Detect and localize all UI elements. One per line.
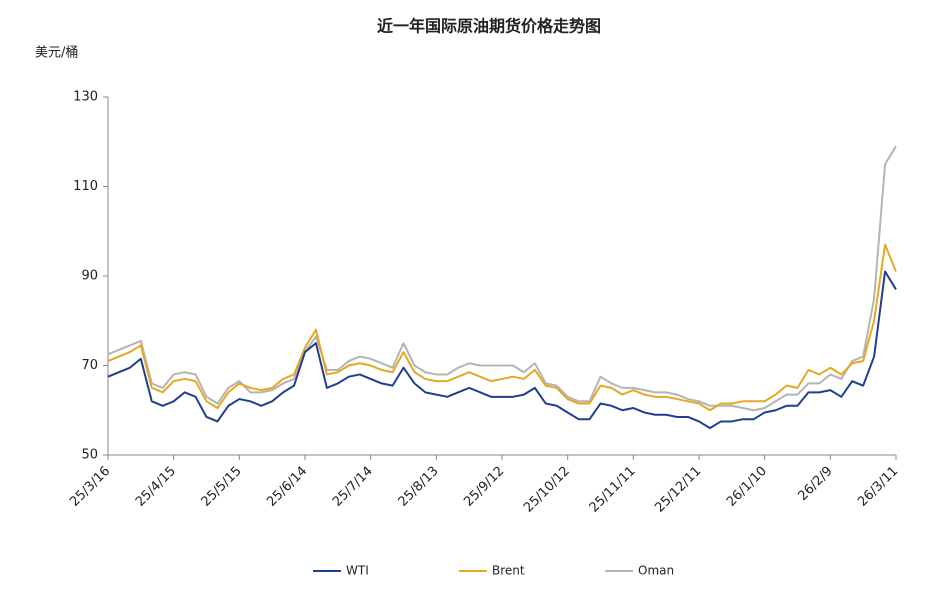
y-tick-label: 110 — [73, 179, 98, 194]
y-tick-label: 50 — [81, 448, 98, 463]
series-line — [107, 145, 897, 412]
series-line — [107, 243, 897, 412]
y-tick-label: 130 — [73, 90, 98, 105]
x-tick-label: 25/6/14 — [264, 464, 310, 510]
x-tick-label: 26/3/11 — [855, 464, 901, 510]
x-tick-label: 26/2/9 — [795, 464, 835, 504]
x-tick-label: 25/11/11 — [587, 464, 639, 516]
x-tick-label: 25/5/15 — [199, 464, 245, 510]
x-tick-label: 25/10/12 — [521, 464, 573, 516]
x-tick-label: 25/3/16 — [67, 464, 113, 510]
x-tick-label: 25/9/12 — [461, 464, 507, 510]
y-tick-label: 90 — [81, 269, 98, 284]
x-tick-label: 25/7/14 — [330, 464, 376, 510]
y-tick-label: 70 — [81, 358, 98, 373]
x-tick-label: 26/1/10 — [724, 464, 770, 510]
series-line — [107, 270, 897, 430]
legend-label: Oman — [638, 564, 674, 578]
legend-label: WTI — [346, 564, 369, 578]
chart-title: 近一年国际原油期货价格走势图 — [377, 17, 601, 36]
x-tick-label: 25/12/11 — [652, 464, 704, 516]
x-tick-label: 25/4/15 — [133, 464, 179, 510]
x-tick-label: 25/8/13 — [396, 464, 442, 510]
legend-label: Brent — [492, 564, 525, 578]
y-axis-label: 美元/桶 — [35, 46, 78, 61]
